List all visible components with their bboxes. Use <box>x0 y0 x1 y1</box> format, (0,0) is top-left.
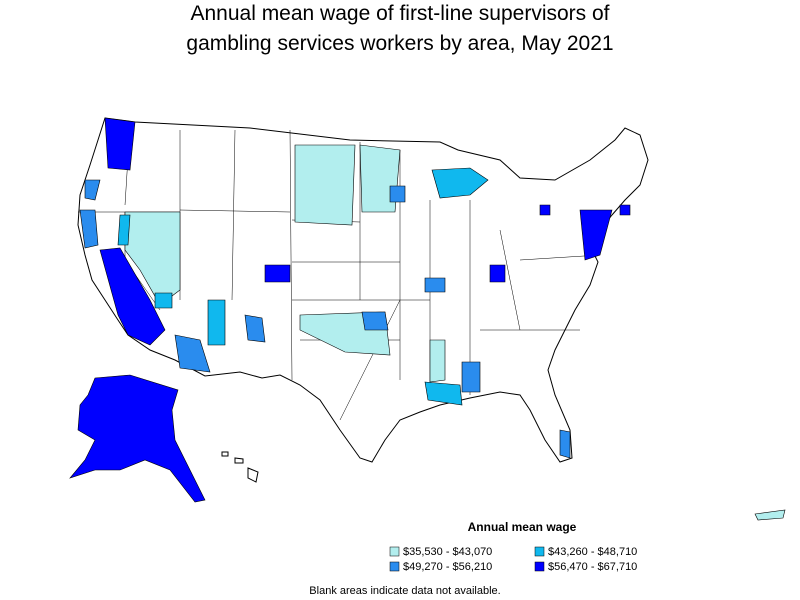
region <box>539 204 551 216</box>
legend-label: $35,530 - $43,070 <box>403 546 492 558</box>
region <box>619 204 631 216</box>
hawaii <box>221 451 259 483</box>
region <box>579 209 613 261</box>
legend-swatch <box>389 561 400 572</box>
alaska <box>69 374 206 503</box>
legend-swatch <box>534 561 545 572</box>
note: Blank areas indicate data not available. <box>309 585 500 597</box>
legend-label: $56,470 - $67,710 <box>548 561 637 573</box>
region <box>84 179 101 201</box>
region <box>489 264 506 283</box>
region <box>79 209 99 249</box>
puerto-rico <box>754 509 786 521</box>
legend-label: $43,260 - $48,710 <box>548 546 637 558</box>
region <box>244 314 266 343</box>
legend-swatch <box>389 546 400 557</box>
region <box>424 277 446 293</box>
region <box>207 299 226 346</box>
region <box>361 311 389 331</box>
region <box>294 144 356 226</box>
title-line: gambling services workers by area, May 2… <box>186 32 613 55</box>
region <box>154 292 173 309</box>
title-line: Annual mean wage of first-line superviso… <box>190 2 609 25</box>
region <box>559 429 571 459</box>
us-outline <box>77 117 649 463</box>
region <box>429 339 446 383</box>
region <box>389 185 406 203</box>
region <box>424 381 463 406</box>
legend-label: $49,270 - $56,210 <box>403 561 492 573</box>
region <box>174 334 211 373</box>
region <box>104 117 136 171</box>
region <box>264 264 291 283</box>
region <box>99 247 166 346</box>
legend-swatch <box>534 546 545 557</box>
legend-title: Annual mean wage <box>468 520 577 534</box>
region <box>461 361 481 393</box>
region <box>117 214 131 246</box>
legend: $35,530 - $43,070 $43,260 - $48,710 $49,27… <box>389 546 637 573</box>
region <box>431 167 489 199</box>
